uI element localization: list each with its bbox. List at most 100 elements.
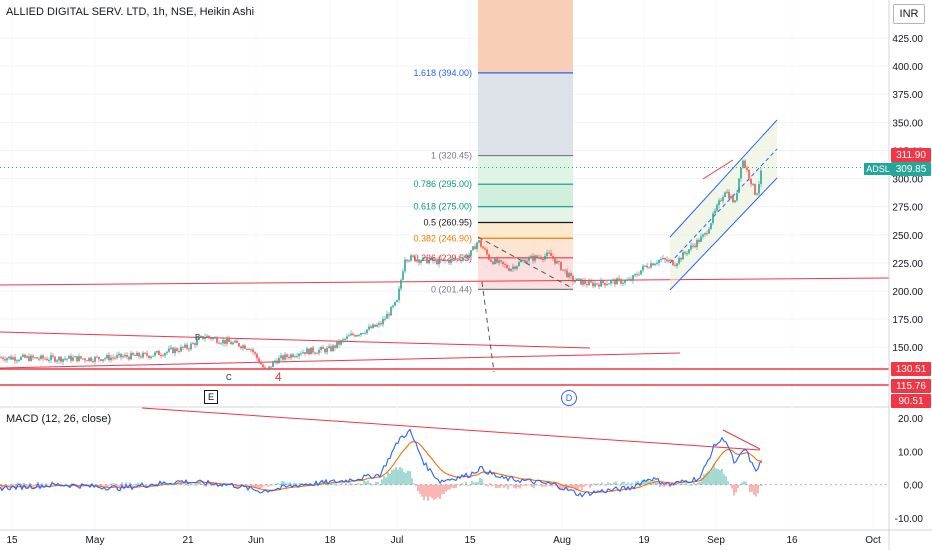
- macd-histogram-bar: [277, 482, 279, 485]
- macd-histogram-bar: [245, 484, 247, 486]
- candle-body: [588, 281, 590, 286]
- candle-body: [210, 337, 212, 339]
- macd-histogram-bar: [615, 481, 617, 485]
- time-tick-label: 15: [6, 535, 18, 546]
- macd-histogram-bar: [417, 484, 419, 492]
- candle-body: [242, 345, 244, 349]
- price-tick-label: 350.00: [892, 118, 923, 129]
- macd-histogram-bar: [19, 483, 21, 485]
- macd-histogram-bar: [469, 484, 471, 486]
- candle-body: [546, 252, 548, 257]
- macd-histogram-bar: [39, 484, 41, 487]
- candle-body: [166, 351, 168, 354]
- candle-body: [156, 350, 158, 353]
- macd-histogram-bar: [49, 484, 51, 486]
- fib-level-label: 0.786 (295.00): [413, 179, 472, 189]
- candle-body: [734, 200, 736, 203]
- candle-body: [342, 339, 344, 341]
- macd-histogram-bar: [5, 484, 7, 486]
- candle-body: [618, 278, 620, 280]
- macd-histogram-bar: [27, 484, 29, 486]
- macd-histogram-bar: [159, 480, 161, 485]
- candle-body: [424, 256, 426, 258]
- candle-body: [470, 250, 472, 256]
- price-tick-label: 225.00: [892, 259, 923, 270]
- candle-body: [578, 278, 580, 280]
- macd-histogram-bar: [285, 483, 287, 485]
- candle-body: [402, 271, 404, 280]
- candle-body: [704, 233, 706, 235]
- candle-body: [14, 357, 16, 361]
- macd-title: MACD (12, 26, close): [6, 413, 112, 425]
- fib-band: [478, 72, 573, 156]
- candle-body: [126, 354, 128, 357]
- fib-band: [478, 222, 573, 239]
- candle-body: [384, 318, 386, 320]
- macd-histogram-bar: [633, 484, 635, 486]
- candle-body: [404, 259, 406, 272]
- macd-histogram-bar: [375, 481, 377, 485]
- candle-body: [34, 357, 36, 359]
- candle-body: [410, 255, 412, 261]
- macd-histogram-bar: [559, 484, 561, 490]
- macd-histogram-bar: [167, 484, 169, 486]
- macd-histogram-bar: [629, 484, 631, 486]
- macd-histogram-bar: [331, 482, 333, 485]
- macd-histogram-bar: [301, 482, 303, 485]
- candle-body: [728, 191, 730, 199]
- candle-body: [144, 352, 146, 354]
- macd-histogram-bar: [337, 484, 339, 486]
- macd-histogram-bar: [579, 484, 581, 488]
- candle-body: [70, 355, 72, 361]
- candle-body: [624, 280, 626, 283]
- trend-line: [0, 277, 890, 286]
- candle-body: [38, 358, 40, 360]
- macd-histogram-bar: [631, 482, 633, 485]
- candle-body: [58, 356, 60, 361]
- candle-body: [170, 347, 172, 349]
- macd-histogram-bar: [283, 481, 285, 485]
- candle-body: [600, 280, 602, 287]
- candle-body: [228, 338, 230, 343]
- candle-body: [464, 255, 466, 258]
- marker-e[interactable]: E: [204, 390, 218, 404]
- marker-d[interactable]: D: [561, 390, 577, 406]
- candle-body: [376, 324, 378, 327]
- candle-body: [370, 326, 372, 329]
- macd-histogram-bar: [503, 484, 505, 488]
- macd-histogram-bar: [415, 484, 417, 486]
- channel-upper: [669, 119, 778, 238]
- macd-histogram-bar: [519, 484, 521, 489]
- macd-histogram-bar: [47, 484, 49, 486]
- candle-body: [572, 275, 574, 282]
- macd-histogram-bar: [335, 484, 337, 486]
- candle-body: [64, 358, 66, 360]
- macd-histogram-bar: [657, 481, 659, 485]
- macd-histogram-bar: [11, 483, 13, 485]
- trend-line: [0, 331, 591, 349]
- candle-body: [472, 246, 474, 251]
- candle-body: [586, 284, 588, 286]
- candle-body: [520, 260, 522, 263]
- currency-button[interactable]: INR: [893, 4, 925, 24]
- macd-histogram-bar: [185, 482, 187, 485]
- macd-histogram-bar: [183, 484, 185, 486]
- macd-histogram-bar: [531, 484, 533, 488]
- macd-histogram-bar: [473, 482, 475, 485]
- candle-body: [760, 170, 762, 184]
- candle-body: [582, 280, 584, 285]
- candle-body: [238, 343, 240, 347]
- macd-histogram-bar: [163, 482, 165, 485]
- candle-body: [598, 284, 600, 287]
- candle-body: [488, 254, 490, 260]
- macd-histogram-bar: [345, 483, 347, 485]
- candle-body: [756, 193, 758, 195]
- candle-body: [4, 359, 6, 361]
- candle-body: [344, 338, 346, 340]
- candle-body: [730, 196, 732, 199]
- macd-histogram-bar: [609, 483, 611, 485]
- macd-histogram-bar: [329, 482, 331, 485]
- price-tick-label: 175.00: [892, 315, 923, 326]
- candle-body: [0, 357, 2, 359]
